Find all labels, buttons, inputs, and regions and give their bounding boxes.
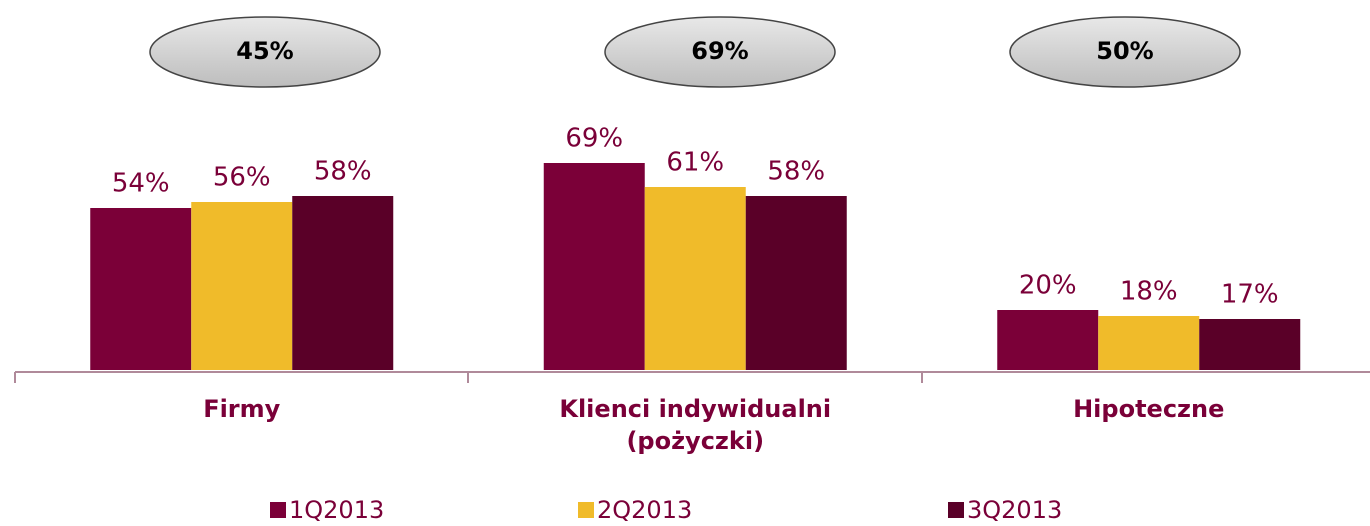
value-label: 54% [112, 169, 170, 199]
value-label: 17% [1221, 280, 1279, 310]
legend-label: 3Q2013 [967, 496, 1062, 524]
legend-label: 2Q2013 [597, 496, 692, 524]
bar [1098, 316, 1200, 370]
category-label: Hipoteczne [1073, 395, 1224, 423]
bar [644, 187, 746, 370]
bar [997, 310, 1099, 370]
bar [1199, 319, 1301, 370]
value-label: 18% [1120, 277, 1178, 307]
legend-swatch [578, 502, 594, 518]
value-label: 20% [1019, 271, 1077, 301]
value-label: 61% [666, 148, 724, 178]
bar [292, 196, 394, 370]
annotation-bubble [149, 16, 381, 88]
bar [90, 208, 192, 370]
value-label: 58% [767, 157, 825, 187]
annotation-bubble [604, 16, 836, 88]
legend-swatch [270, 502, 286, 518]
value-label: 58% [314, 157, 372, 187]
legend-swatch [948, 502, 964, 518]
bar [543, 163, 645, 370]
legend-label: 1Q2013 [289, 496, 384, 524]
annotation: 50% [1096, 37, 1153, 65]
annotation-bubble [1009, 16, 1241, 88]
annotation: 69% [691, 37, 748, 65]
category-label: Firmy [203, 395, 280, 423]
bar [745, 196, 847, 370]
bar [191, 202, 293, 370]
category-label: Klienci indywidualni (pożyczki) [559, 395, 831, 455]
annotation: 45% [236, 37, 293, 65]
value-label: 56% [213, 163, 271, 193]
value-label: 69% [565, 124, 623, 154]
